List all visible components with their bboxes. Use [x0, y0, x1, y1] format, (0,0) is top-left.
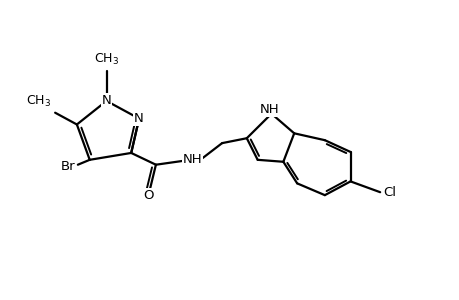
Text: NH: NH — [259, 103, 279, 116]
Text: N: N — [134, 112, 144, 125]
Text: CH$_3$: CH$_3$ — [94, 52, 119, 67]
Text: N: N — [101, 94, 111, 107]
Text: Cl: Cl — [382, 186, 395, 199]
Text: O: O — [143, 189, 154, 202]
Text: CH$_3$: CH$_3$ — [26, 94, 51, 109]
Text: NH: NH — [182, 153, 202, 166]
Text: Br: Br — [60, 160, 75, 173]
